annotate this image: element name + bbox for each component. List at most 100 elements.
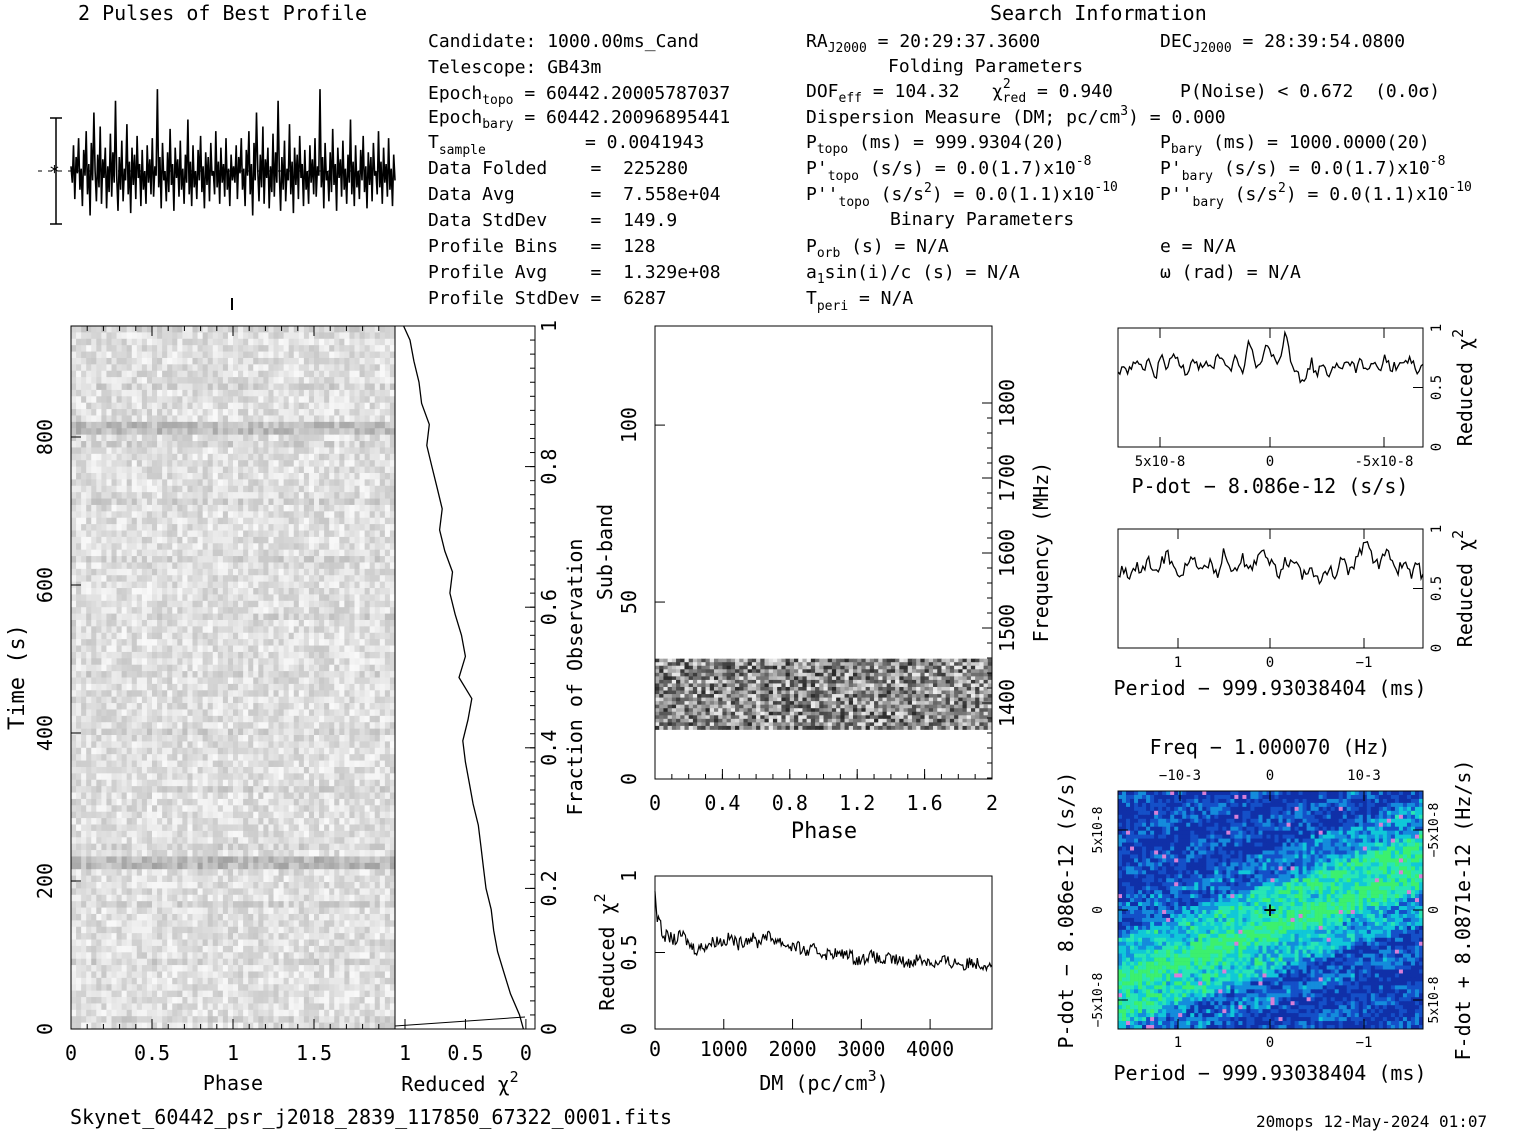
time-phase-cell — [218, 684, 223, 691]
time-phase-cell — [339, 805, 344, 812]
time-phase-cell — [309, 697, 314, 704]
time-phase-cell — [213, 793, 218, 800]
time-phase-cell — [263, 511, 268, 518]
time-phase-cell — [167, 499, 172, 506]
time-phase-cell — [314, 531, 319, 538]
time-phase-cell — [167, 671, 172, 678]
time-phase-cell — [279, 812, 284, 819]
time-phase-cell — [248, 384, 253, 391]
time-phase-cell — [96, 441, 101, 448]
time-phase-cell — [344, 524, 349, 531]
time-phase-cell — [294, 601, 299, 608]
time-phase-cell — [228, 729, 233, 736]
time-phase-cell — [279, 486, 284, 493]
time-phase-cell — [71, 678, 76, 685]
time-phase-cell — [233, 460, 238, 467]
time-phase-cell — [86, 754, 91, 761]
time-phase-cell — [334, 594, 339, 601]
time-phase-cell — [385, 345, 390, 352]
time-phase-cell — [193, 620, 198, 627]
time-phase-cell — [243, 729, 248, 736]
time-phase-cell — [279, 678, 284, 685]
time-phase-cell — [314, 499, 319, 506]
time-phase-cell — [213, 409, 218, 416]
time-phase-cell — [203, 709, 208, 716]
time-phase-cell — [162, 403, 167, 410]
time-phase-cell — [360, 486, 365, 493]
time-phase-cell — [294, 460, 299, 467]
time-phase-cell — [182, 415, 187, 422]
time-phase-cell — [208, 358, 213, 365]
time-phase-cell — [334, 805, 339, 812]
time-phase-cell — [238, 735, 243, 742]
time-phase-cell — [187, 518, 192, 525]
time-phase-cell — [228, 345, 233, 352]
time-phase-cell — [329, 415, 334, 422]
time-phase-cell — [279, 639, 284, 646]
time-phase-cell — [319, 499, 324, 506]
time-phase-cell — [355, 499, 360, 506]
time-phase-cell — [218, 364, 223, 371]
time-phase-cell — [223, 812, 228, 819]
time-phase-cell — [198, 531, 203, 538]
time-phase-cell — [238, 793, 243, 800]
time-phase-cell — [71, 793, 76, 800]
time-phase-cell — [248, 492, 253, 499]
time-phase-cell — [349, 352, 354, 359]
time-phase-cell — [279, 403, 284, 410]
time-phase-cell — [223, 588, 228, 595]
time-phase-cell — [182, 697, 187, 704]
time-phase-cell — [370, 518, 375, 525]
time-phase-cell — [96, 761, 101, 768]
time-phase-cell — [147, 620, 152, 627]
time-phase-cell — [187, 786, 192, 793]
time-phase-cell — [213, 403, 218, 410]
time-phase-cell — [274, 492, 279, 499]
time-phase-cell — [238, 531, 243, 538]
time-phase-cell — [370, 415, 375, 422]
time-phase-cell — [223, 556, 228, 563]
time-phase-cell — [263, 780, 268, 787]
time-phase-cell — [213, 646, 218, 653]
time-phase-cell — [329, 786, 334, 793]
time-phase-cell — [167, 537, 172, 544]
time-phase-cell — [147, 729, 152, 736]
time-phase-cell — [112, 748, 117, 755]
time-phase-cell — [248, 805, 253, 812]
info-epoch-topo: Epochtopo = 60442.20005787037 — [428, 83, 730, 108]
time-phase-cell — [289, 607, 294, 614]
time-phase-cell — [213, 678, 218, 685]
time-phase-cell — [96, 435, 101, 442]
time-phase-cell — [344, 793, 349, 800]
time-phase-cell — [299, 767, 304, 774]
time-phase-cell — [101, 352, 106, 359]
time-phase-cell — [314, 364, 319, 371]
time-phase-cell — [177, 626, 182, 633]
time-phase-cell — [132, 422, 137, 429]
time-phase-cell — [279, 722, 284, 729]
time-phase-cell — [253, 614, 258, 621]
time-phase-cell — [132, 607, 137, 614]
time-phase-cell — [137, 671, 142, 678]
info-ptopo: Ptopo (ms) = 999.9304(20) — [806, 132, 1065, 157]
time-phase-cell — [106, 339, 111, 346]
time-phase-cell — [279, 786, 284, 793]
time-phase-cell — [279, 652, 284, 659]
time-phase-cell — [157, 607, 162, 614]
time-phase-cell — [167, 575, 172, 582]
time-phase-cell — [218, 620, 223, 627]
time-phase-cell — [91, 607, 96, 614]
time-phase-cell — [162, 671, 167, 678]
time-phase-cell — [218, 639, 223, 646]
time-phase-cell — [370, 396, 375, 403]
time-phase-cell — [157, 633, 162, 640]
time-phase-cell — [117, 709, 122, 716]
time-phase-cell — [193, 690, 198, 697]
time-phase-cell — [132, 614, 137, 621]
time-phase-cell — [243, 748, 248, 755]
time-phase-cell — [127, 697, 132, 704]
time-phase-cell — [112, 620, 117, 627]
time-phase-cell — [324, 499, 329, 506]
time-phase-cell — [142, 620, 147, 627]
time-phase-cell — [147, 518, 152, 525]
